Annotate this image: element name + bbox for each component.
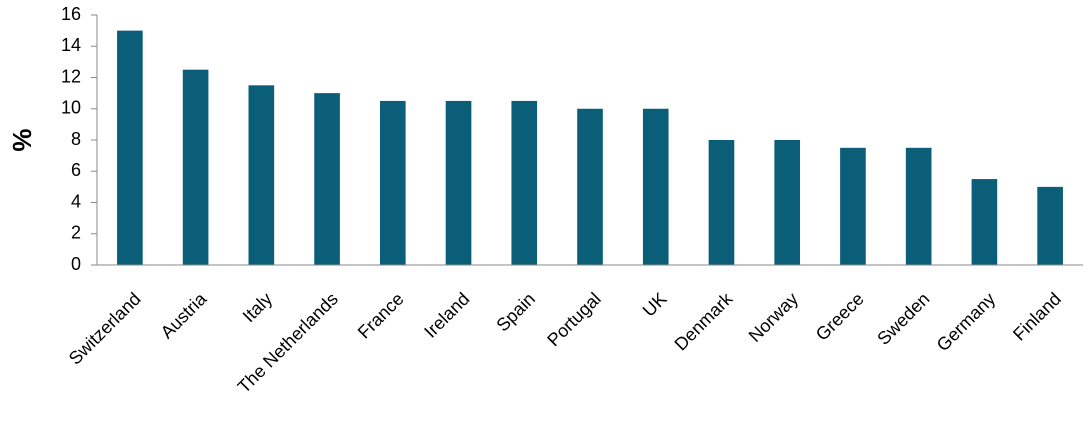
x-tick-label: Germany xyxy=(933,289,999,355)
x-tick-label: Denmark xyxy=(671,288,737,354)
x-tick-label: Finland xyxy=(1009,289,1065,345)
y-tick-label: 14 xyxy=(61,35,81,55)
bars xyxy=(117,30,1063,265)
y-tick-label: 4 xyxy=(71,191,81,211)
bar-spain xyxy=(511,100,538,265)
y-tick-label: 6 xyxy=(71,160,81,180)
x-tick-label: Portugal xyxy=(543,289,605,351)
x-tick-label: UK xyxy=(639,289,671,321)
y-tick-label: 10 xyxy=(61,98,81,118)
x-tick-label: Ireland xyxy=(420,289,473,342)
bar-the-netherlands xyxy=(314,93,340,265)
bar-greece xyxy=(840,147,866,265)
y-axis: 0 2 4 6 8 10 12 14 16 xyxy=(61,4,98,274)
bar-austria xyxy=(182,69,209,265)
y-tick-label: 0 xyxy=(71,254,81,274)
bar-germany xyxy=(971,179,998,265)
y-tick-label: 8 xyxy=(71,129,81,149)
y-tick-label: 12 xyxy=(61,66,81,86)
x-tick-label: Greece xyxy=(812,289,868,345)
y-axis-label: % xyxy=(7,128,37,151)
x-tick-label: Spain xyxy=(492,289,539,336)
bar-sweden xyxy=(905,147,932,265)
bar-france xyxy=(379,100,406,265)
x-tick-label: France xyxy=(354,289,408,343)
x-tick-label: Sweden xyxy=(873,289,933,349)
x-tick-label: Italy xyxy=(239,289,276,326)
bar-norway xyxy=(774,140,801,265)
y-tick-label: 2 xyxy=(71,223,81,243)
bar-switzerland xyxy=(117,30,143,265)
bar-denmark xyxy=(708,140,735,265)
x-tick-label: Norway xyxy=(745,289,802,346)
x-tick-label: Switzerland xyxy=(65,289,145,369)
bar-italy xyxy=(248,85,275,265)
bar-uk xyxy=(642,108,669,265)
x-tick-label: Austria xyxy=(157,288,211,342)
bar-ireland xyxy=(445,100,472,265)
bar-portugal xyxy=(577,108,603,265)
bar-finland xyxy=(1037,186,1063,265)
y-tick-label: 16 xyxy=(61,4,81,24)
